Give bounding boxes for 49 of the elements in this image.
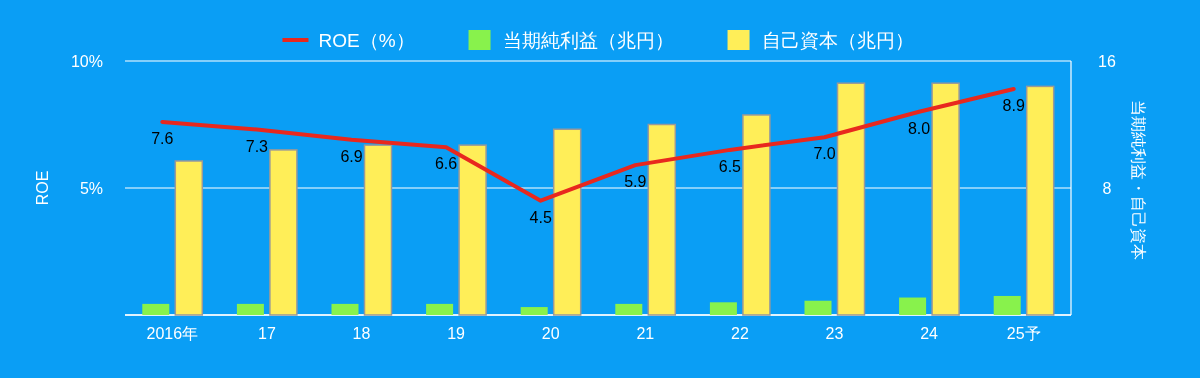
bar: [520, 307, 548, 315]
bar: [269, 149, 298, 316]
data-label: 6.6: [434, 155, 458, 173]
bar: [458, 144, 487, 316]
x-tick-label: 21: [636, 325, 655, 342]
bar: [1025, 85, 1055, 316]
y-tick-label: 5%: [79, 180, 103, 197]
x-tick-label: 18: [352, 325, 371, 342]
x-tick-label: 22: [731, 325, 749, 342]
data-label: 5.9: [624, 173, 647, 191]
bar: [804, 300, 832, 315]
data-label: 6.5: [718, 157, 742, 175]
bar: [426, 303, 454, 315]
y-axis-title: ROE: [34, 170, 51, 206]
bar: [363, 144, 393, 316]
x-tick-label: 20: [541, 325, 560, 342]
x-tick-label: 23: [825, 325, 844, 342]
data-label: 8.0: [907, 119, 931, 137]
y2-tick-label: 8: [1102, 180, 1112, 197]
data-label: 7.6: [151, 129, 174, 147]
x-tick-label: 25予: [1006, 325, 1041, 342]
y2-axis-title: 当期純利益・自己資本: [1130, 100, 1147, 260]
bar: [647, 123, 677, 316]
bar: [142, 303, 170, 315]
x-tick-label: 24: [920, 325, 939, 342]
legend-label: 当期純利益（兆円）: [502, 30, 674, 51]
bar: [615, 303, 643, 315]
bar: [931, 82, 960, 316]
bar: [552, 128, 582, 316]
legend-label: 自己資本（兆円）: [761, 30, 914, 51]
bar: [993, 295, 1021, 315]
x-tick-label: 19: [447, 325, 466, 342]
bar: [742, 114, 771, 316]
x-tick-label: 17: [258, 325, 276, 342]
data-label: 8.9: [1002, 96, 1025, 114]
y-tick-label: 10%: [70, 53, 103, 70]
x-tick-label: 2016年: [146, 325, 199, 342]
bar: [899, 297, 927, 315]
legend-label: ROE（%）: [318, 30, 415, 51]
data-label: 7.3: [245, 137, 269, 155]
bar: [174, 160, 204, 316]
bar: [331, 303, 359, 315]
data-label: 6.9: [340, 147, 363, 165]
y2-tick-label: 16: [1098, 53, 1116, 70]
bar: [236, 303, 264, 315]
bar: [836, 82, 866, 316]
data-label: 4.5: [529, 208, 552, 226]
bar: [709, 302, 737, 315]
data-label: 7.0: [813, 145, 836, 163]
